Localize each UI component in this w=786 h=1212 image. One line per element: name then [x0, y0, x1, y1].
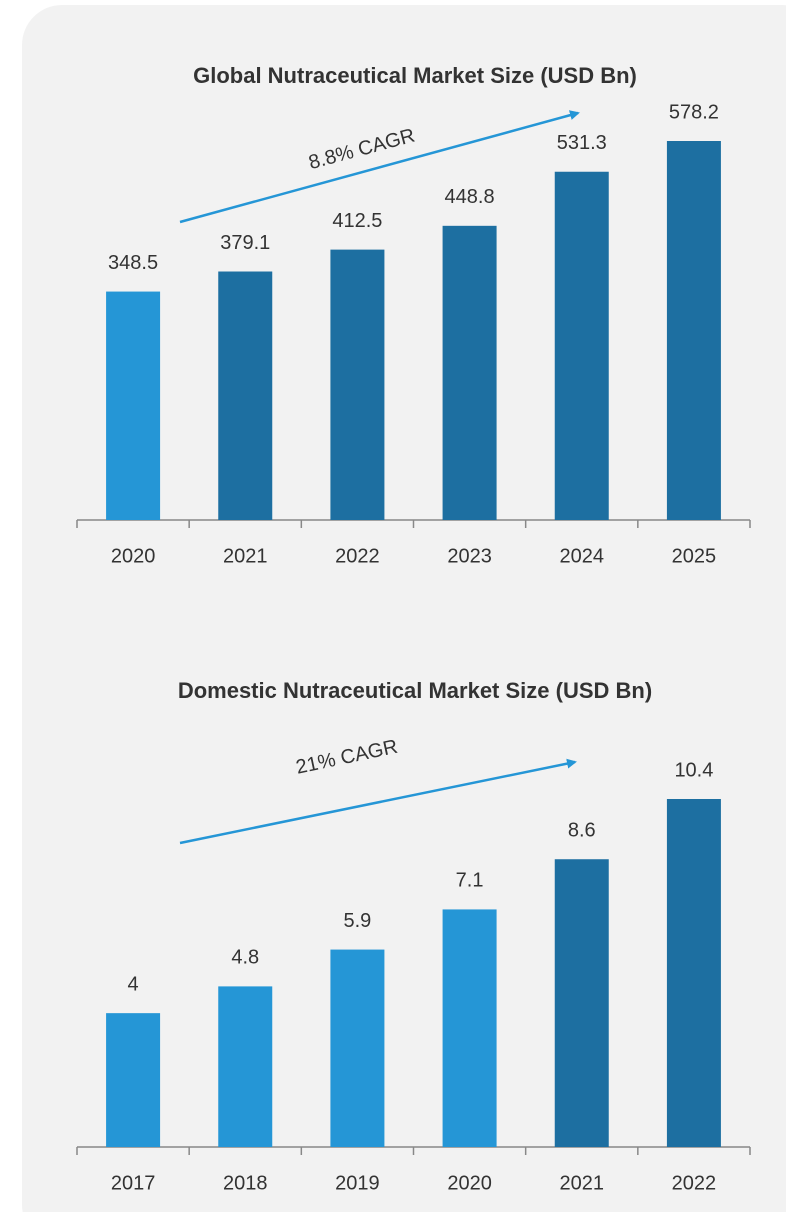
data-label: 10.4: [674, 759, 713, 781]
x-tick-label: 2022: [672, 1172, 717, 1194]
x-tick-label: 2018: [223, 1172, 268, 1194]
x-tick-label: 2020: [447, 1172, 492, 1194]
data-label: 7.1: [456, 870, 484, 892]
x-tick-label: 2019: [335, 1172, 380, 1194]
x-tick-label: 2021: [223, 545, 268, 567]
cagr-arrow: [179, 758, 577, 845]
cagr-arrow: [179, 110, 580, 224]
bar: [106, 1013, 161, 1147]
data-label: 348.5: [108, 252, 158, 274]
bar: [218, 986, 273, 1147]
data-label: 379.1: [220, 232, 270, 254]
x-tick-label: 2025: [672, 545, 717, 567]
x-tick-label: 2020: [111, 545, 156, 567]
bar: [106, 291, 161, 520]
data-label: 448.8: [445, 186, 495, 208]
data-label: 4: [128, 973, 139, 995]
bar: [442, 225, 497, 520]
x-tick-label: 2023: [447, 545, 492, 567]
data-label: 412.5: [332, 210, 382, 232]
bar: [666, 799, 721, 1147]
x-tick-label: 2017: [111, 1172, 156, 1194]
data-label: 531.3: [557, 132, 607, 154]
bar: [330, 249, 385, 520]
bar: [442, 909, 497, 1147]
bar: [554, 171, 609, 520]
bar: [554, 859, 609, 1147]
bar: [330, 949, 385, 1147]
data-label: 8.6: [568, 820, 596, 842]
chart-title: Global Nutraceutical Market Size (USD Bn…: [193, 63, 637, 88]
x-tick-label: 2024: [560, 545, 605, 567]
data-label: 4.8: [231, 947, 259, 969]
chart-title: Domestic Nutraceutical Market Size (USD …: [178, 678, 652, 703]
bar: [218, 271, 273, 520]
x-tick-label: 2021: [560, 1172, 605, 1194]
data-label: 578.2: [669, 101, 719, 123]
bar: [666, 141, 721, 520]
x-tick-label: 2022: [335, 545, 380, 567]
data-label: 5.9: [344, 910, 372, 932]
